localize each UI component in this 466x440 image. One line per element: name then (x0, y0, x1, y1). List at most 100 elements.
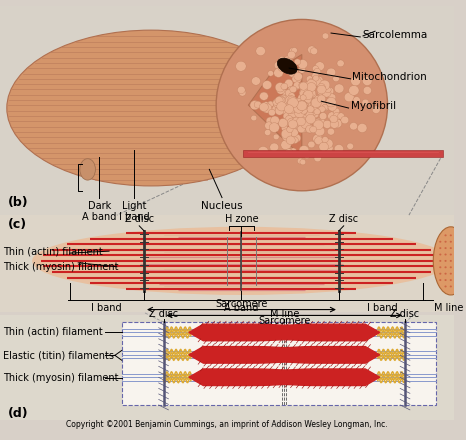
Ellipse shape (287, 126, 293, 132)
Ellipse shape (445, 253, 446, 256)
Ellipse shape (439, 260, 441, 262)
Ellipse shape (308, 46, 316, 54)
Ellipse shape (297, 100, 307, 110)
Ellipse shape (303, 95, 313, 105)
Ellipse shape (262, 103, 272, 113)
Ellipse shape (455, 286, 457, 287)
Ellipse shape (282, 132, 292, 141)
Ellipse shape (313, 66, 319, 72)
Ellipse shape (301, 111, 311, 121)
Ellipse shape (263, 102, 269, 108)
Text: Thin (actin) filament: Thin (actin) filament (3, 246, 103, 256)
Ellipse shape (329, 115, 337, 123)
Text: Z disc: Z disc (391, 309, 419, 319)
Ellipse shape (288, 98, 298, 108)
Ellipse shape (285, 97, 295, 106)
Ellipse shape (275, 83, 285, 92)
Ellipse shape (460, 260, 462, 262)
Ellipse shape (332, 119, 342, 128)
Ellipse shape (298, 124, 308, 133)
Ellipse shape (297, 101, 307, 110)
Ellipse shape (299, 103, 308, 112)
Ellipse shape (450, 235, 452, 236)
Ellipse shape (297, 103, 304, 111)
Ellipse shape (311, 98, 322, 108)
Ellipse shape (315, 118, 322, 125)
Ellipse shape (300, 114, 308, 122)
Text: Sarcomere: Sarcomere (258, 316, 310, 326)
Ellipse shape (293, 104, 301, 111)
Ellipse shape (319, 102, 329, 110)
Ellipse shape (265, 122, 273, 130)
Ellipse shape (445, 235, 446, 236)
Ellipse shape (450, 273, 452, 275)
Ellipse shape (298, 109, 308, 118)
Ellipse shape (80, 159, 96, 180)
Ellipse shape (251, 115, 257, 121)
Ellipse shape (312, 72, 319, 79)
Ellipse shape (291, 99, 297, 104)
Ellipse shape (439, 253, 441, 256)
Ellipse shape (281, 129, 292, 139)
Ellipse shape (286, 95, 295, 105)
Ellipse shape (332, 107, 339, 113)
Ellipse shape (279, 95, 289, 105)
Ellipse shape (317, 95, 326, 103)
Ellipse shape (286, 111, 295, 120)
Ellipse shape (286, 96, 294, 104)
Ellipse shape (292, 74, 302, 83)
Ellipse shape (299, 103, 305, 108)
Ellipse shape (293, 117, 300, 124)
Ellipse shape (313, 120, 323, 130)
Text: Thick (myosin) filament: Thick (myosin) filament (3, 373, 118, 383)
Ellipse shape (307, 95, 315, 103)
Ellipse shape (328, 94, 336, 101)
Ellipse shape (450, 279, 452, 281)
Ellipse shape (298, 100, 308, 109)
Ellipse shape (315, 126, 325, 136)
Ellipse shape (285, 64, 295, 74)
Ellipse shape (294, 59, 301, 65)
Ellipse shape (450, 247, 452, 249)
Ellipse shape (292, 134, 301, 142)
Ellipse shape (273, 134, 279, 139)
Ellipse shape (317, 94, 324, 100)
Ellipse shape (439, 247, 441, 249)
Ellipse shape (7, 30, 295, 186)
Ellipse shape (278, 64, 286, 72)
Ellipse shape (306, 114, 315, 124)
Ellipse shape (313, 75, 319, 81)
Ellipse shape (302, 99, 310, 106)
Ellipse shape (300, 99, 306, 105)
Ellipse shape (450, 266, 452, 268)
Ellipse shape (270, 143, 279, 151)
Ellipse shape (301, 108, 307, 114)
Ellipse shape (313, 119, 322, 128)
Ellipse shape (285, 92, 292, 98)
Ellipse shape (276, 95, 287, 106)
Ellipse shape (318, 102, 328, 111)
Ellipse shape (301, 120, 310, 128)
Ellipse shape (317, 85, 326, 94)
Ellipse shape (283, 113, 290, 120)
Ellipse shape (299, 82, 308, 90)
Ellipse shape (286, 136, 295, 144)
Ellipse shape (308, 89, 316, 96)
Text: (d): (d) (8, 407, 28, 420)
Ellipse shape (317, 88, 325, 95)
Ellipse shape (460, 273, 462, 275)
Ellipse shape (460, 253, 462, 256)
Ellipse shape (260, 92, 268, 100)
Ellipse shape (238, 86, 245, 94)
Bar (0, 315, 454, 420)
Ellipse shape (450, 286, 452, 287)
Ellipse shape (328, 103, 336, 111)
Ellipse shape (290, 122, 297, 129)
Ellipse shape (278, 118, 288, 128)
Ellipse shape (322, 136, 329, 143)
Ellipse shape (287, 66, 293, 73)
Ellipse shape (309, 98, 319, 108)
Ellipse shape (341, 116, 349, 124)
Ellipse shape (305, 127, 312, 133)
Ellipse shape (306, 101, 314, 109)
